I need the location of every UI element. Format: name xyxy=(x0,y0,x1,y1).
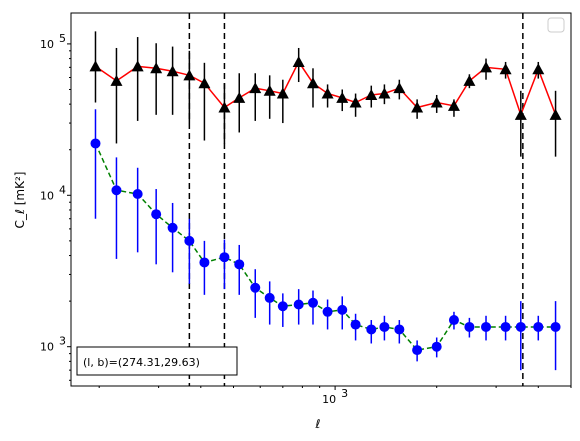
series-1-point-21 xyxy=(431,341,442,352)
series-0-point-19 xyxy=(393,82,406,94)
series-0-point-10 xyxy=(263,84,276,96)
series-0-point-5 xyxy=(183,69,196,81)
series-1-point-12 xyxy=(293,299,304,310)
y-tick-label-exp-100000: 5 xyxy=(59,32,66,45)
y-tick-label-exp-1000: 3 xyxy=(59,335,66,348)
data-markers xyxy=(89,55,562,356)
legend xyxy=(547,17,565,33)
series-1-point-5 xyxy=(184,235,195,246)
series-1-point-3 xyxy=(151,209,162,220)
series-0-point-15 xyxy=(336,91,349,103)
series-1-point-2 xyxy=(132,188,143,199)
series-0-point-1 xyxy=(110,74,123,86)
series-1-point-26 xyxy=(515,321,526,332)
series-0-point-13 xyxy=(306,77,319,89)
series-0-point-7 xyxy=(218,101,231,113)
series-1-point-11 xyxy=(277,301,288,312)
series-1-point-13 xyxy=(307,297,318,308)
series-0-point-16 xyxy=(349,96,362,108)
x-tick-label-exp-1000: 3 xyxy=(341,387,348,400)
series-0-point-14 xyxy=(321,87,334,99)
error-bars xyxy=(94,31,557,371)
series-1-point-6 xyxy=(199,257,210,268)
series-1-point-27 xyxy=(533,321,544,332)
series-1-point-0 xyxy=(90,138,101,149)
series-0-point-25 xyxy=(499,63,512,75)
series-0-point-8 xyxy=(233,91,246,103)
series-1-point-19 xyxy=(394,324,405,335)
series-0-point-23 xyxy=(463,74,476,86)
y-tick-label-100000: 10 xyxy=(40,38,54,51)
series-0-point-22 xyxy=(447,99,460,111)
series-1-point-10 xyxy=(264,292,275,303)
series-0-point-21 xyxy=(430,96,443,108)
series-0-point-28 xyxy=(549,108,562,120)
series-1-point-15 xyxy=(337,304,348,315)
series-1-point-20 xyxy=(412,345,423,356)
x-tick-label-1000: 10 xyxy=(322,393,336,406)
series-0-point-3 xyxy=(150,62,163,74)
series-0-point-27 xyxy=(532,63,545,75)
series-1-point-16 xyxy=(350,319,361,330)
y-tick-label-exp-10000: 4 xyxy=(59,183,66,196)
series-1-point-9 xyxy=(250,282,261,293)
series-0-point-20 xyxy=(411,101,424,113)
series-0-point-18 xyxy=(378,87,391,99)
coordinate-annotation: (l, b)=(274.31,29.63) xyxy=(76,346,238,376)
series-1-point-1 xyxy=(111,185,122,196)
series-0-point-24 xyxy=(480,61,493,73)
y-tick-label-10000: 10 xyxy=(40,189,54,202)
series-0-point-0 xyxy=(89,60,102,72)
series-1-point-8 xyxy=(234,259,245,270)
series-lines xyxy=(94,60,557,351)
series-0-point-12 xyxy=(292,55,305,67)
series-1-point-28 xyxy=(550,321,561,332)
series-0-point-4 xyxy=(166,65,179,77)
series-0-point-17 xyxy=(365,88,378,100)
series-0-point-11 xyxy=(276,87,289,99)
series-1-point-24 xyxy=(481,321,492,332)
series-1-point-7 xyxy=(219,252,230,263)
series-1-point-22 xyxy=(448,315,459,326)
plot-frame xyxy=(70,12,572,387)
series-1-point-23 xyxy=(464,321,475,332)
series-0-point-26 xyxy=(514,108,527,120)
series-0-point-2 xyxy=(131,60,144,72)
x-axis-label: ℓ xyxy=(315,417,321,431)
series-0-point-6 xyxy=(198,77,211,89)
svg-text:(l, b)=(274.31,29.63): (l, b)=(274.31,29.63) xyxy=(83,356,200,369)
y-axis-ticks: 10 3 10 4 10 5 xyxy=(40,32,71,381)
series-1-point-25 xyxy=(500,321,511,332)
series-1-point-17 xyxy=(366,324,377,335)
y-tick-label-1000: 10 xyxy=(40,341,54,354)
series-0-point-9 xyxy=(249,82,262,94)
y-axis-label: C_ℓ [mK²] xyxy=(13,172,27,229)
series-1-point-18 xyxy=(379,321,390,332)
x-axis-ticks: 10 3 xyxy=(98,386,572,406)
series-1-point-4 xyxy=(167,222,178,233)
series-1-point-14 xyxy=(322,306,333,317)
